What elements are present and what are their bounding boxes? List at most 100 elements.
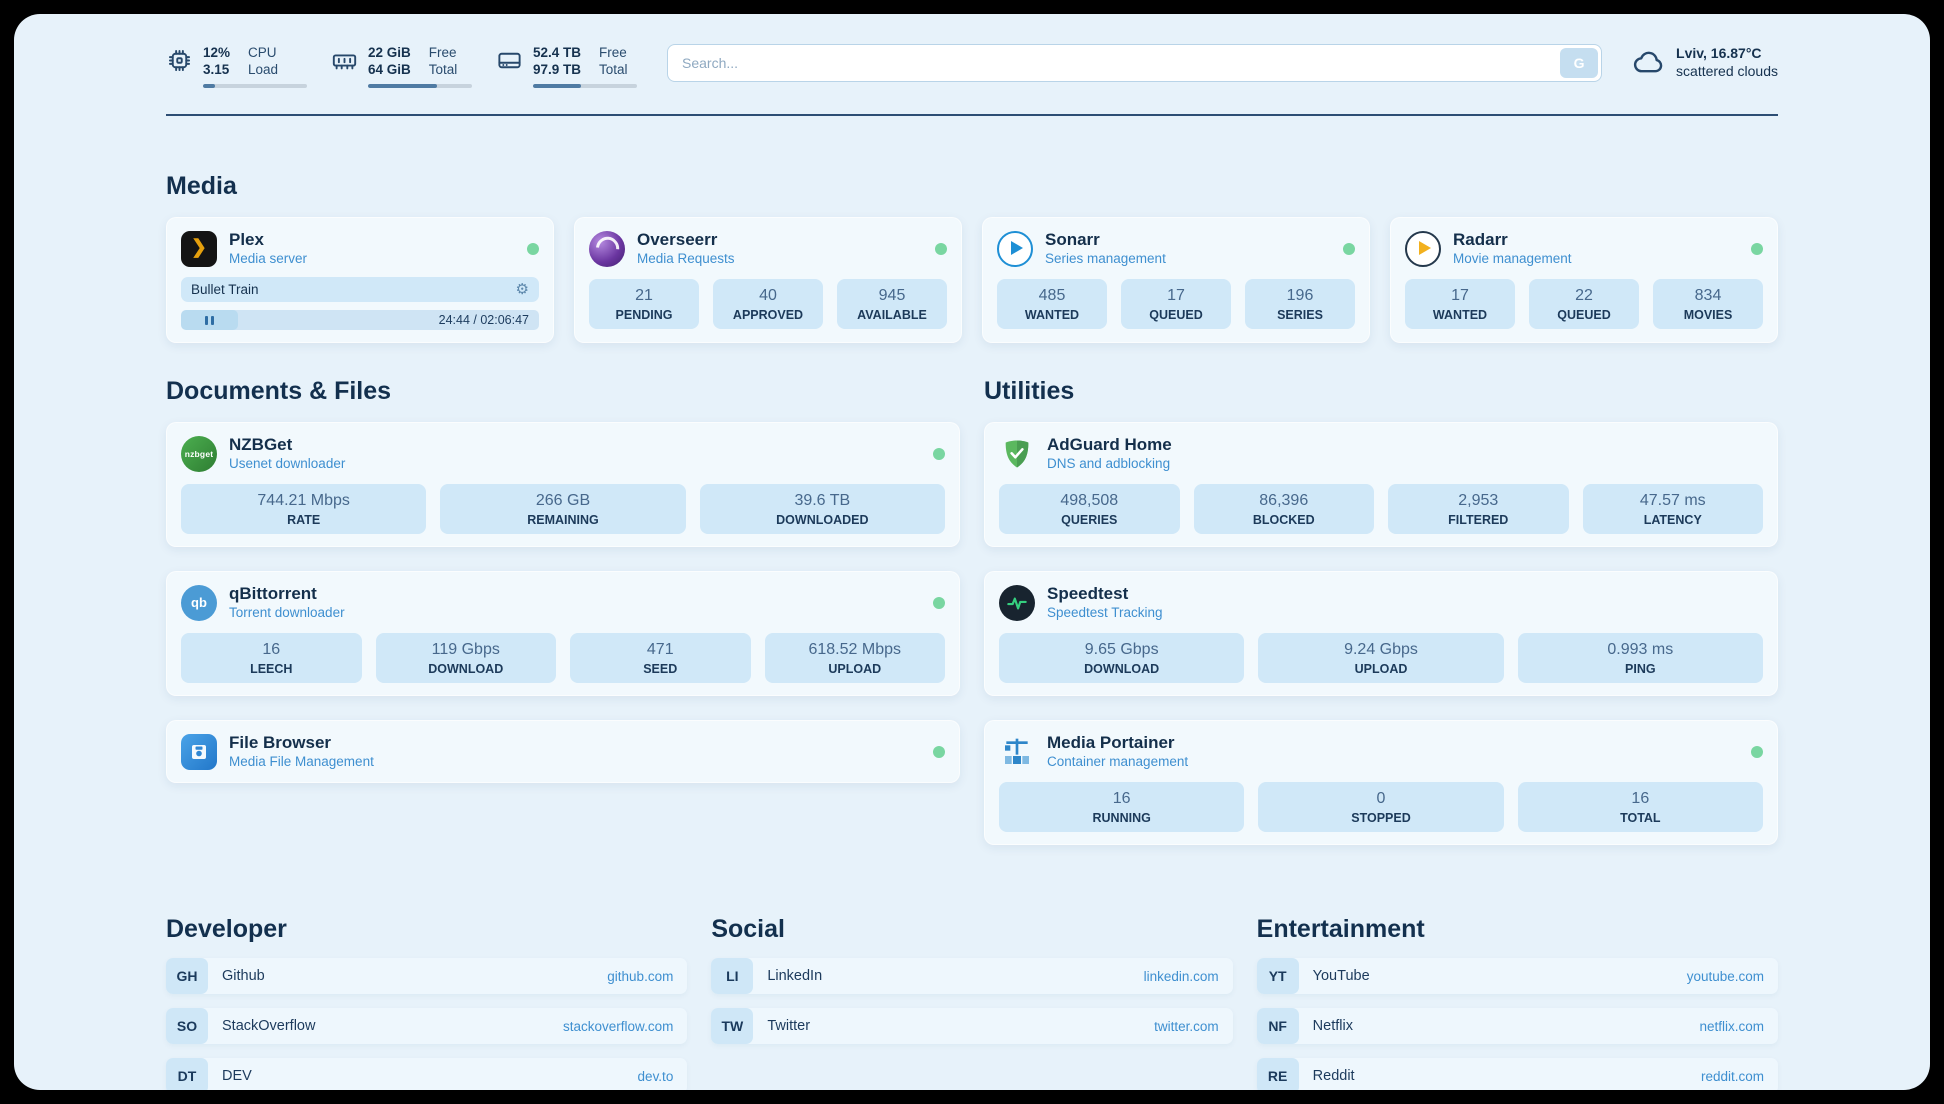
disk-metric: 52.4 TB 97.9 TB Free Total	[496, 44, 637, 88]
app-card-plex[interactable]: ❯ Plex Media server Bullet Train ⚙	[166, 217, 554, 343]
cpu-metric-body: 12% 3.15 CPU Load	[203, 44, 307, 88]
app-subtitle: DNS and adblocking	[1047, 456, 1171, 471]
stat-latency: 47.57 ms LATENCY	[1582, 484, 1763, 534]
app-card-sonarr[interactable]: Sonarr Series management 485 WANTED 17 Q…	[982, 217, 1370, 343]
bookmark-url[interactable]: youtube.com	[1686, 968, 1764, 984]
app-name: Speedtest	[1047, 584, 1129, 603]
radarr-icon	[1405, 230, 1441, 267]
bookmark-youtube[interactable]: YT YouTube youtube.com	[1256, 958, 1778, 994]
stat-movies: 834 MOVIES	[1653, 279, 1763, 329]
status-dot	[527, 242, 539, 255]
stat-queued: 17 QUEUED	[1121, 279, 1231, 329]
bookmark-linkedin[interactable]: LI LinkedIn linkedin.com	[711, 958, 1233, 994]
search-engine-button[interactable]: G	[1560, 48, 1599, 78]
app-card-qbittorrent[interactable]: qb qBittorrent Torrent downloader 16	[166, 571, 960, 696]
app-card-portainer[interactable]: Media Portainer Container management 16 …	[984, 720, 1778, 845]
stat-label: BLOCKED	[1252, 513, 1315, 527]
app-subtitle: Speedtest Tracking	[1047, 605, 1163, 620]
plex-icon: ❯	[181, 230, 217, 267]
media-section-title: Media	[166, 172, 237, 200]
stat-seed: 471 SEED	[570, 633, 751, 683]
bookmark-url[interactable]: github.com	[607, 968, 674, 984]
bookmark-dev[interactable]: DT DEV dev.to	[166, 1058, 688, 1090]
bookmark-url[interactable]: linkedin.com	[1143, 968, 1219, 984]
stat-total: 16 TOTAL	[1517, 782, 1763, 832]
stat-label: RUNNING	[1092, 811, 1151, 825]
bookmark-name: DEV	[222, 1068, 252, 1084]
nzbget-icon: nzbget	[181, 435, 217, 472]
disk-icon	[498, 52, 521, 69]
app-subtitle: Media server	[229, 251, 308, 266]
stat-label: FILTERED	[1448, 513, 1509, 527]
app-card-nzbget[interactable]: nzbget NZBGet Usenet downloader 744.21 M…	[166, 422, 960, 547]
stat-value: 834	[1694, 287, 1722, 304]
bookmark-url[interactable]: stackoverflow.com	[563, 1018, 674, 1034]
cpu-load-value: 3.15	[203, 62, 230, 77]
utilities-section: Utilities AdGu	[984, 377, 1778, 845]
plex-chevron-glyph: ❯	[191, 237, 207, 258]
now-playing-box: Bullet Train ⚙ 24:44 / 02:06:47	[181, 277, 539, 330]
stat-value: 40	[759, 287, 777, 304]
pause-icon	[211, 315, 215, 325]
bookmark-github[interactable]: GH Github github.com	[166, 958, 688, 994]
stat-label: PING	[1625, 662, 1656, 676]
stat-label: DOWNLOAD	[428, 662, 504, 676]
ram-metric-body: 22 GiB 64 GiB Free Total	[368, 44, 472, 88]
app-subtitle: Movie management	[1453, 251, 1572, 266]
bookmark-twitter[interactable]: TW Twitter twitter.com	[711, 1008, 1233, 1044]
stat-queued: 22 QUEUED	[1529, 279, 1639, 329]
bookmark-url[interactable]: dev.to	[637, 1068, 674, 1084]
app-name: Sonarr	[1045, 230, 1100, 249]
stat-value: 16	[1112, 790, 1131, 807]
bookmark-netflix[interactable]: NF Netflix netflix.com	[1256, 1008, 1778, 1044]
stat-ping: 0.993 ms PING	[1517, 633, 1763, 683]
playback-progress-bar[interactable]: 24:44 / 02:06:47	[181, 310, 539, 330]
ram-free-label: Free	[428, 45, 457, 60]
overseerr-icon	[589, 230, 625, 267]
bookmark-url[interactable]: reddit.com	[1700, 1068, 1764, 1084]
stat-label: WANTED	[1432, 308, 1488, 322]
app-name: Media Portainer	[1047, 733, 1175, 752]
stat-label: LEECH	[250, 662, 293, 676]
stat-value: 0.993 ms	[1607, 641, 1674, 658]
top-bar: 12% 3.15 CPU Load	[166, 14, 1778, 88]
app-card-adguard[interactable]: AdGuard Home DNS and adblocking 498,508 …	[984, 422, 1778, 547]
filebrowser-icon	[181, 733, 217, 770]
app-card-filebrowser[interactable]: File Browser Media File Management	[166, 720, 960, 783]
stat-label: APPROVED	[732, 308, 804, 322]
stat-value: 498,508	[1060, 492, 1119, 509]
stat-label: MOVIES	[1683, 308, 1733, 322]
bookmark-stackoverflow[interactable]: SO StackOverflow stackoverflow.com	[166, 1008, 688, 1044]
bookmark-reddit[interactable]: RE Reddit reddit.com	[1256, 1058, 1778, 1090]
bookmark-name: LinkedIn	[767, 968, 823, 984]
gear-icon[interactable]: ⚙	[515, 281, 529, 298]
status-dot	[1751, 745, 1763, 758]
stat-label: UPLOAD	[1354, 662, 1408, 676]
stat-label: UPLOAD	[828, 662, 882, 676]
weather-widget[interactable]: Lviv, 16.87°C scattered clouds	[1632, 44, 1778, 80]
bookmark-url[interactable]: twitter.com	[1154, 1018, 1219, 1034]
stat-value: 17	[1451, 287, 1469, 304]
stat-downloaded: 39.6 TB DOWNLOADED	[699, 484, 945, 534]
pause-button[interactable]	[181, 310, 239, 330]
stat-label: STOPPED	[1351, 811, 1411, 825]
stat-blocked: 86,396 BLOCKED	[1193, 484, 1374, 534]
stat-value: 16	[262, 641, 281, 658]
app-name: Plex	[229, 230, 264, 249]
stat-label: WANTED	[1024, 308, 1080, 322]
cpu-load-label: Load	[248, 62, 279, 77]
stat-wanted: 17 WANTED	[1405, 279, 1515, 329]
stat-leech: 16 LEECH	[181, 633, 362, 683]
app-card-speedtest[interactable]: Speedtest Speedtest Tracking 9.65 Gbps D…	[984, 571, 1778, 696]
weather-condition: scattered clouds	[1676, 63, 1778, 79]
disk-free-label: Free	[599, 45, 627, 60]
stat-value: 485	[1038, 287, 1066, 304]
cpu-icon	[168, 49, 191, 72]
bookmark-abbr: YT	[1256, 958, 1299, 994]
app-subtitle: Torrent downloader	[229, 605, 345, 620]
app-card-radarr[interactable]: Radarr Movie management 17 WANTED 22 QUE…	[1390, 217, 1778, 343]
app-card-overseerr[interactable]: Overseerr Media Requests 21 PENDING 40 A…	[574, 217, 962, 343]
search-input[interactable]	[667, 44, 1603, 82]
stat-wanted: 485 WANTED	[997, 279, 1107, 329]
bookmark-url[interactable]: netflix.com	[1699, 1018, 1764, 1034]
